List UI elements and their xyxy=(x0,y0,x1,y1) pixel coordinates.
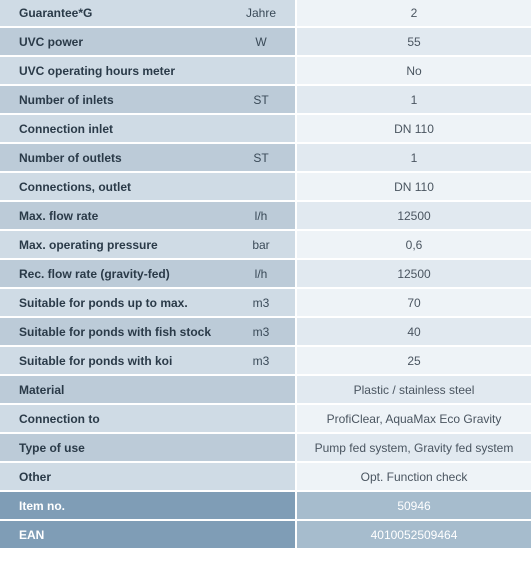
ean-value: 4010052509464 xyxy=(295,521,531,550)
item-no-unit xyxy=(246,492,295,521)
spec-unit: ST xyxy=(253,92,269,107)
spec-unit-cell xyxy=(246,376,295,405)
ean-unit xyxy=(246,521,295,550)
spec-label: UVC power xyxy=(0,28,246,57)
spec-label: Max. flow rate xyxy=(0,202,246,231)
spec-unit-cell: l/h xyxy=(246,260,295,289)
spec-unit-cell xyxy=(246,463,295,492)
item-no-label: Item no. xyxy=(0,492,246,521)
spec-row: Guarantee*G Jahre 2 xyxy=(0,0,531,28)
spec-value: Plastic / stainless steel xyxy=(295,376,531,405)
spec-value: No xyxy=(295,57,531,86)
spec-unit: l/h xyxy=(254,208,268,223)
spec-unit: l/h xyxy=(254,266,268,281)
spec-unit-cell: m3 xyxy=(246,347,295,376)
spec-row: UVC operating hours meter No xyxy=(0,57,531,86)
spec-value: 12500 xyxy=(295,202,531,231)
spec-table-body: Guarantee*G Jahre 2 UVC power W 55 UVC operati… xyxy=(0,0,531,550)
spec-unit: ST xyxy=(253,150,269,165)
spec-value: DN 110 xyxy=(295,173,531,202)
spec-unit: m3 xyxy=(252,295,270,310)
spec-row: Number of outlets ST 1 xyxy=(0,144,531,173)
spec-label: Suitable for ponds with fish stock xyxy=(0,318,246,347)
spec-unit-cell: m3 xyxy=(246,318,295,347)
spec-unit-cell xyxy=(246,405,295,434)
spec-label: Guarantee*G xyxy=(0,0,246,28)
spec-value: 12500 xyxy=(295,260,531,289)
spec-row: Rec. flow rate (gravity-fed) l/h 12500 xyxy=(0,260,531,289)
spec-value: Opt. Function check xyxy=(295,463,531,492)
spec-row: Suitable for ponds up to max. m3 70 xyxy=(0,289,531,318)
spec-label: Number of inlets xyxy=(0,86,246,115)
spec-unit: m3 xyxy=(252,353,270,368)
spec-value: 2 xyxy=(295,0,531,28)
spec-value: ProfiClear, AquaMax Eco Gravity xyxy=(295,405,531,434)
spec-value: DN 110 xyxy=(295,115,531,144)
item-no-value: 50946 xyxy=(295,492,531,521)
spec-row: Connections, outlet DN 110 xyxy=(0,173,531,202)
spec-label: UVC operating hours meter xyxy=(0,57,246,86)
spec-label: Connection inlet xyxy=(0,115,246,144)
spec-row: Material Plastic / stainless steel xyxy=(0,376,531,405)
spec-row: Other Opt. Function check xyxy=(0,463,531,492)
spec-unit-cell: l/h xyxy=(246,202,295,231)
ean-row: EAN 4010052509464 xyxy=(0,521,531,550)
spec-value: 1 xyxy=(295,144,531,173)
spec-unit: m3 xyxy=(252,324,270,339)
spec-row: UVC power W 55 xyxy=(0,28,531,57)
spec-unit-cell: W xyxy=(246,28,295,57)
spec-row: Connection to ProfiClear, AquaMax Eco Gra… xyxy=(0,405,531,434)
spec-value: 70 xyxy=(295,289,531,318)
spec-row: Number of inlets ST 1 xyxy=(0,86,531,115)
spec-unit-cell: ST xyxy=(246,86,295,115)
spec-value: 40 xyxy=(295,318,531,347)
spec-row: Suitable for ponds with fish stock m3 40 xyxy=(0,318,531,347)
spec-label: Rec. flow rate (gravity-fed) xyxy=(0,260,246,289)
spec-label: Type of use xyxy=(0,434,246,463)
spec-row: Max. operating pressure bar 0,6 xyxy=(0,231,531,260)
spec-unit-cell xyxy=(246,57,295,86)
spec-label: Suitable for ponds with koi xyxy=(0,347,246,376)
spec-unit-cell: bar xyxy=(246,231,295,260)
spec-table: Guarantee*G Jahre 2 UVC power W 55 UVC operati… xyxy=(0,0,531,550)
spec-label: Connections, outlet xyxy=(0,173,246,202)
spec-value: Pump fed system, Gravity fed system xyxy=(295,434,531,463)
spec-value: 55 xyxy=(295,28,531,57)
spec-unit-cell xyxy=(246,115,295,144)
ean-label: EAN xyxy=(0,521,246,550)
item-no-row: Item no. 50946 xyxy=(0,492,531,521)
spec-value: 0,6 xyxy=(295,231,531,260)
spec-label: Suitable for ponds up to max. xyxy=(0,289,246,318)
spec-unit: Jahre xyxy=(246,6,277,20)
spec-unit-cell: ST xyxy=(246,144,295,173)
spec-unit: bar xyxy=(252,237,270,252)
spec-label: Connection to xyxy=(0,405,246,434)
spec-unit-cell: Jahre xyxy=(246,0,295,28)
spec-unit-cell xyxy=(246,173,295,202)
spec-row: Type of use Pump fed system, Gravity fed … xyxy=(0,434,531,463)
spec-unit-cell xyxy=(246,434,295,463)
spec-row: Connection inlet DN 110 xyxy=(0,115,531,144)
spec-row: Suitable for ponds with koi m3 25 xyxy=(0,347,531,376)
spec-unit-cell: m3 xyxy=(246,289,295,318)
spec-label: Material xyxy=(0,376,246,405)
spec-label: Number of outlets xyxy=(0,144,246,173)
spec-label: Other xyxy=(0,463,246,492)
spec-value: 25 xyxy=(295,347,531,376)
spec-row: Max. flow rate l/h 12500 xyxy=(0,202,531,231)
spec-value: 1 xyxy=(295,86,531,115)
spec-unit: W xyxy=(255,34,267,49)
spec-label: Max. operating pressure xyxy=(0,231,246,260)
